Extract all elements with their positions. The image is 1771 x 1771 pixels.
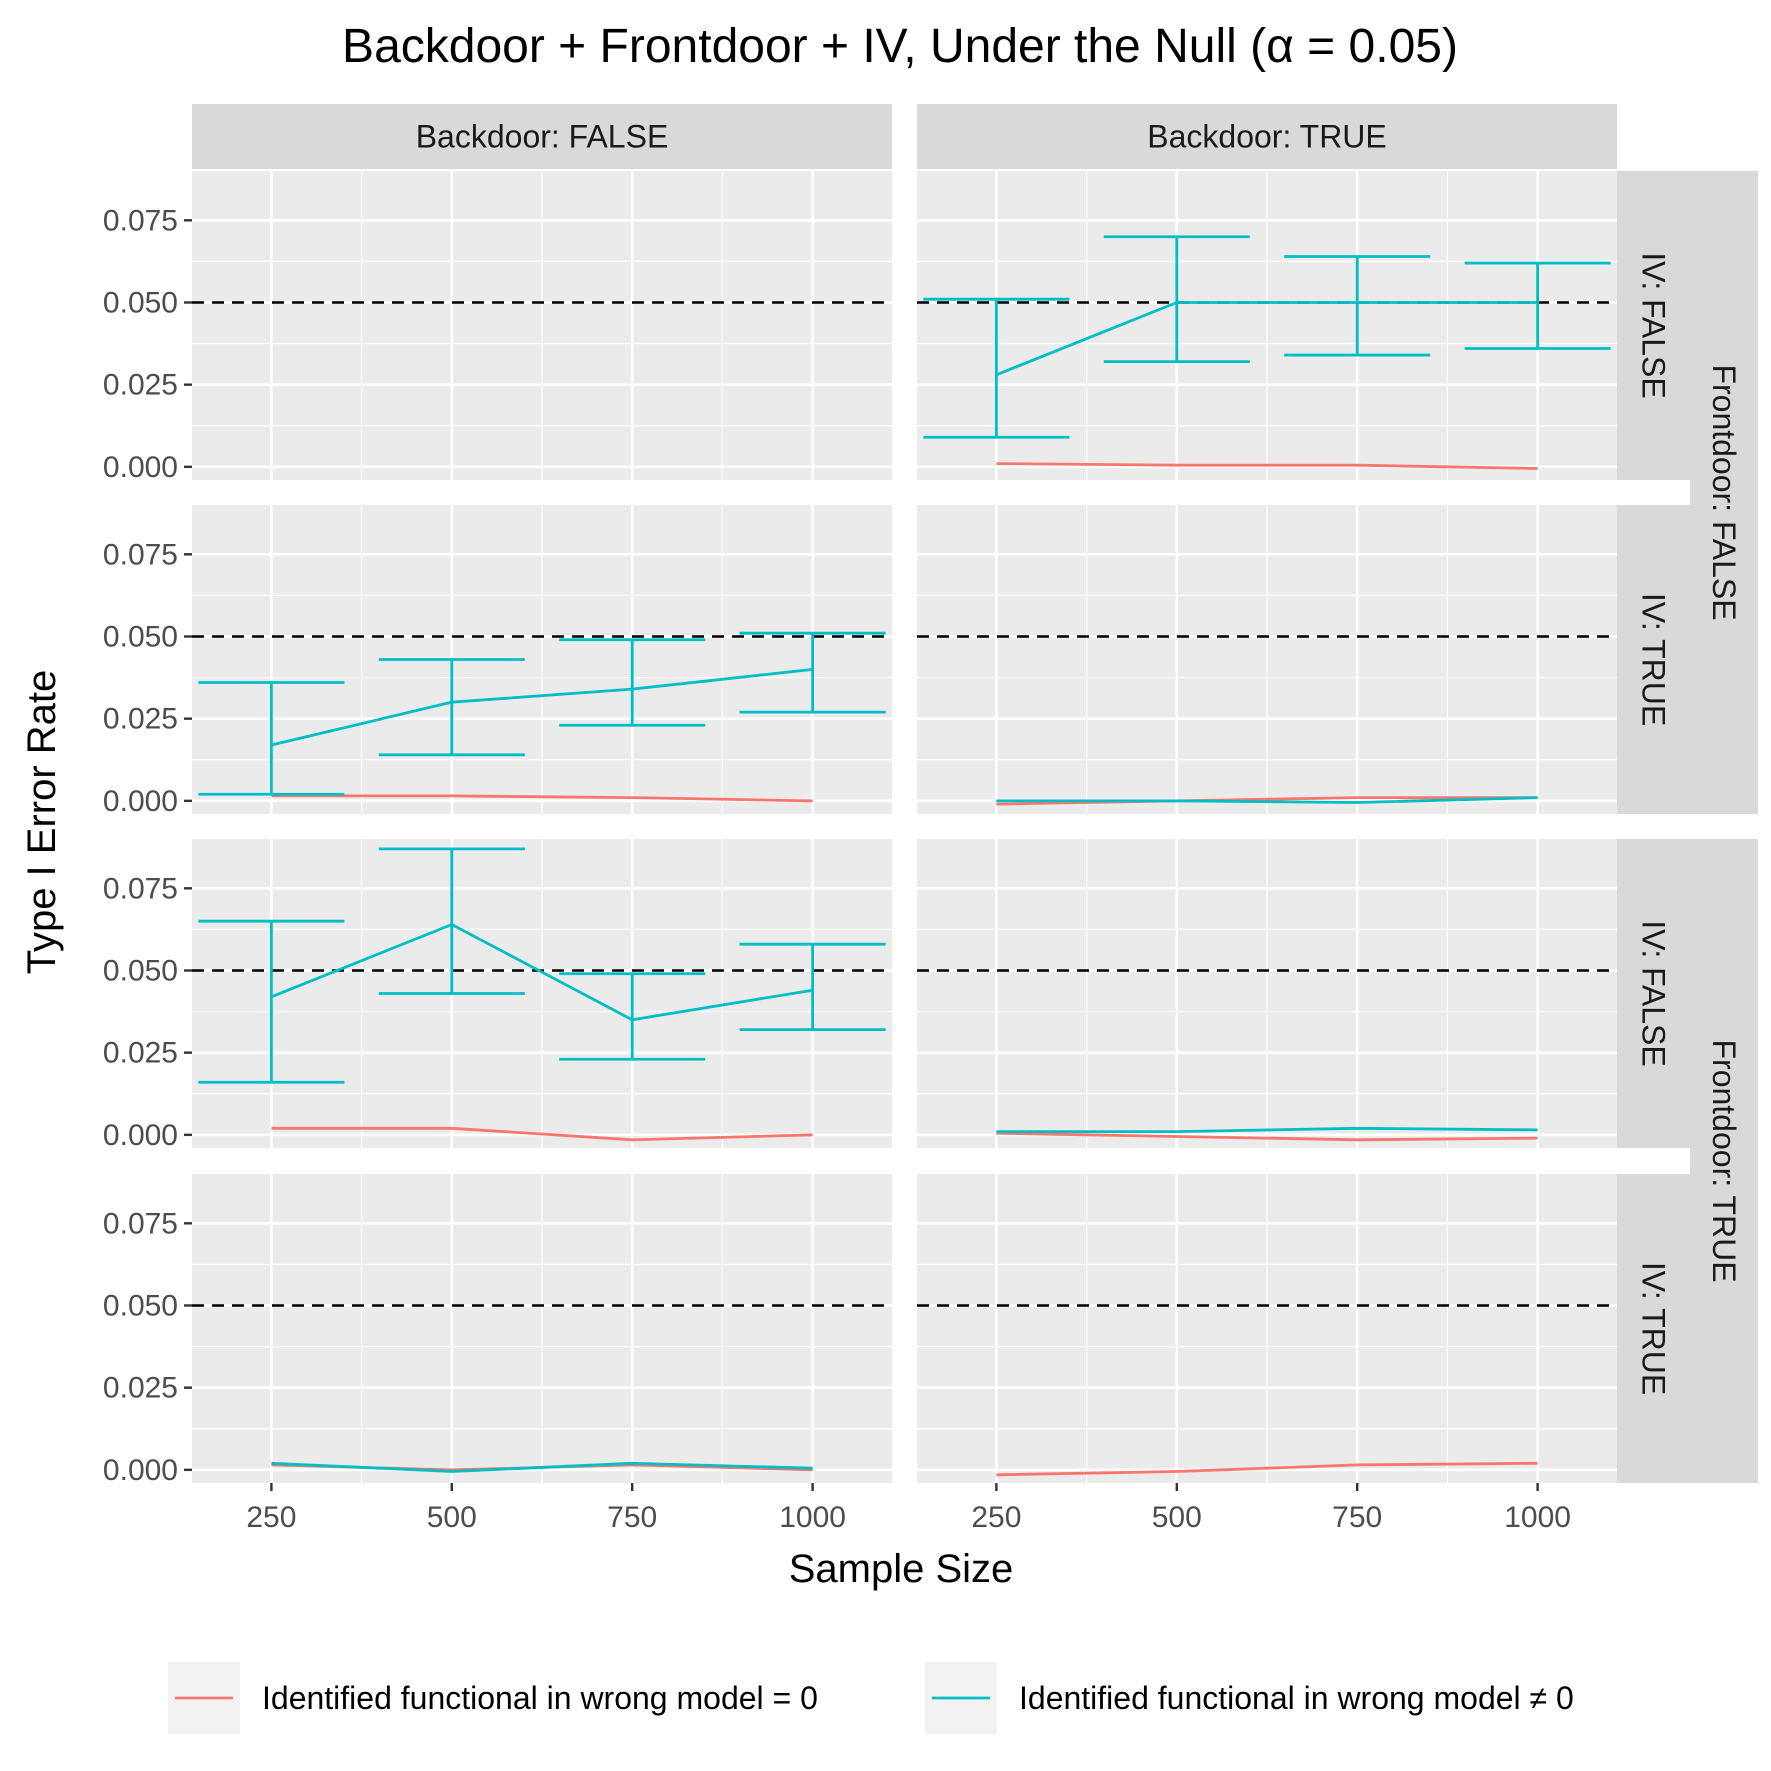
y-tick-label: 0.000 [103, 785, 178, 818]
error-bar [739, 631, 886, 714]
panel-r1-c0 [192, 505, 892, 814]
y-tick-label: 0.075 [103, 204, 178, 237]
x-tick-label: 1000 [1504, 1501, 1571, 1534]
x-tick-label: 250 [971, 1501, 1021, 1534]
y-tick-label: 0.025 [103, 1372, 178, 1405]
x-tick-label: 1000 [779, 1501, 846, 1534]
panels-layer [192, 171, 1617, 1483]
y-tick-label: 0.025 [103, 369, 178, 402]
x-tick-label: 750 [1332, 1501, 1382, 1534]
error-bar [739, 942, 886, 1032]
column-strip-label: Backdoor: FALSE [416, 119, 669, 155]
y-tick-label: 0.000 [103, 1454, 178, 1487]
y-tick-label: 0.000 [103, 451, 178, 484]
series-line-nonzero [271, 668, 813, 747]
series-line-nonzero [995, 301, 1538, 377]
outer-row-strip [1690, 839, 1758, 1483]
x-axis-title: Sample Size [789, 1547, 1014, 1591]
y-tick-label: 0.050 [103, 1289, 178, 1322]
series-line-nonzero [270, 922, 813, 1022]
panel-r0-c1 [917, 171, 1617, 480]
error-bar [378, 847, 525, 995]
x-tick-label: 750 [607, 1501, 657, 1534]
series-line-zero [996, 1131, 1538, 1142]
legend-entry: Identified functional in wrong model = 0 [168, 1662, 818, 1734]
row-strip-label: IV: FALSE [1636, 920, 1672, 1066]
column-strip [192, 104, 892, 169]
error-bar [559, 638, 706, 727]
x-tick-label: 500 [427, 1501, 477, 1534]
series-line-nonzero [996, 796, 1538, 804]
y-tick-label: 0.075 [103, 538, 178, 571]
row-strip-label: IV: FALSE [1636, 252, 1672, 398]
legend-label: Identified functional in wrong model ≠ 0 [1019, 1680, 1574, 1716]
row-strip [1617, 171, 1690, 480]
panel-r3-c0 [192, 1174, 892, 1483]
row-strip [1617, 839, 1690, 1148]
series-line-zero [996, 1461, 1538, 1477]
column-strip-label: Backdoor: TRUE [1147, 119, 1387, 155]
panel-r0-c0 [192, 171, 892, 480]
legend-label: Identified functional in wrong model = 0 [262, 1680, 818, 1716]
y-tick-label: 0.050 [103, 620, 178, 653]
series-line-zero [271, 794, 813, 803]
x-tick-label: 500 [1152, 1501, 1202, 1534]
facet-strips: Backdoor: FALSE Backdoor: TRUE IV: FALSE IV… [192, 104, 1758, 1483]
y-tick-label: 0.000 [103, 1119, 178, 1152]
y-tick-label: 0.025 [103, 703, 178, 736]
error-bar [1464, 261, 1611, 350]
error-bar [1284, 255, 1431, 357]
chart-title: Backdoor + Frontdoor + IV, Under the Nul… [342, 20, 1458, 73]
y-tick-label: 0.050 [103, 954, 178, 987]
y-tick-label: 0.075 [103, 1207, 178, 1240]
series-line-nonzero [996, 1126, 1538, 1133]
outer-row-strip-label: Frontdoor: FALSE [1706, 364, 1742, 620]
axes-layer: 0.000 0.025 0.050 0.075 0.000 0.025 0.050 0.075… [103, 204, 1571, 1534]
legend: Identified functional in wrong model = 0… [168, 1662, 1574, 1734]
series-line-nonzero [271, 1461, 813, 1473]
row-strip [1617, 505, 1690, 814]
panel-r1-c1 [917, 505, 1617, 814]
y-tick-label: 0.025 [103, 1037, 178, 1070]
series-line-zero [271, 1126, 813, 1142]
panel-r2-c1 [917, 839, 1617, 1148]
series-line-zero [996, 462, 1538, 470]
row-strip-label: IV: TRUE [1636, 1262, 1672, 1395]
panel-r3-c1 [917, 1174, 1617, 1483]
y-axis-title: Type I Error Rate [20, 670, 64, 975]
y-tick-label: 0.075 [103, 872, 178, 905]
column-strip [917, 104, 1617, 169]
error-bar [1103, 235, 1250, 364]
panel-r2-c0 [192, 839, 892, 1148]
error-bar [923, 297, 1070, 439]
x-tick-label: 250 [246, 1501, 296, 1534]
error-bar [559, 972, 706, 1061]
y-tick-label: 0.050 [103, 286, 178, 319]
outer-row-strip-label: Frontdoor: TRUE [1706, 1039, 1742, 1282]
row-strip [1617, 1174, 1690, 1483]
series-line-zero [996, 796, 1538, 806]
row-strip-label: IV: TRUE [1636, 593, 1672, 726]
error-bar [198, 681, 345, 796]
error-bar [198, 919, 345, 1084]
outer-row-strip [1690, 171, 1758, 814]
legend-entry: Identified functional in wrong model ≠ 0 [925, 1662, 1574, 1734]
error-bar [378, 658, 525, 757]
